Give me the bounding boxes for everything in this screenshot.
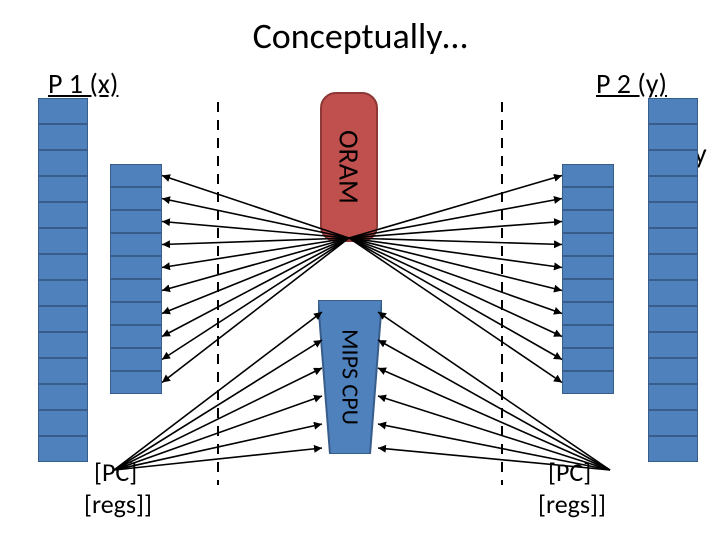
label-p2: P 2 (y) xyxy=(596,66,667,101)
memory-cell xyxy=(110,256,162,279)
memory-cell xyxy=(562,279,614,302)
memory-cell xyxy=(38,176,88,202)
memory-cell xyxy=(38,202,88,228)
label-regs-left: [regs]] xyxy=(84,488,152,520)
memory-cell xyxy=(648,124,698,150)
mips-cpu-box: MIPS CPU xyxy=(318,300,382,454)
label-pc-right: [PC] xyxy=(548,456,591,488)
memory-cell xyxy=(562,210,614,233)
memory-cell xyxy=(648,202,698,228)
memory-cell xyxy=(110,279,162,302)
memory-cell xyxy=(648,176,698,202)
memory-cell xyxy=(110,164,162,187)
memory-cell xyxy=(38,254,88,280)
memory-cell xyxy=(562,233,614,256)
memory-cell xyxy=(110,210,162,233)
memory-cell xyxy=(38,98,88,124)
memory-cell xyxy=(38,358,88,384)
memory-cell xyxy=(648,358,698,384)
memory-cell xyxy=(38,150,88,176)
memory-cell xyxy=(110,348,162,371)
oram-box: ORAM xyxy=(320,92,378,242)
memory-cell xyxy=(562,187,614,210)
memory-cell xyxy=(648,384,698,410)
memory-column-right-outer xyxy=(648,98,698,462)
memory-cell xyxy=(38,280,88,306)
memory-cell xyxy=(38,410,88,436)
memory-cell xyxy=(648,280,698,306)
memory-cell xyxy=(648,150,698,176)
memory-cell xyxy=(562,325,614,348)
memory-cell xyxy=(110,302,162,325)
label-pc-left: [PC] xyxy=(94,456,137,488)
memory-cell xyxy=(648,228,698,254)
memory-cell xyxy=(38,384,88,410)
memory-cell xyxy=(648,332,698,358)
oram-label: ORAM xyxy=(332,130,367,204)
memory-cell xyxy=(562,348,614,371)
memory-cell xyxy=(38,306,88,332)
memory-cell xyxy=(562,256,614,279)
memory-column-right-inner xyxy=(562,164,614,394)
memory-column-left-outer xyxy=(38,98,88,462)
diagram-stage: Conceptually… P 1 (x) P 2 (y) x y [PC] [… xyxy=(0,0,720,540)
memory-cell xyxy=(648,98,698,124)
memory-cell xyxy=(110,233,162,256)
memory-cell xyxy=(110,325,162,348)
memory-cell xyxy=(38,228,88,254)
memory-cell xyxy=(110,371,162,394)
mips-label: MIPS CPU xyxy=(336,329,365,425)
label-p1: P 1 (x) xyxy=(48,66,118,101)
memory-cell xyxy=(38,436,88,462)
memory-cell xyxy=(562,371,614,394)
memory-cell xyxy=(38,332,88,358)
label-regs-right: [regs]] xyxy=(538,488,606,520)
memory-cell xyxy=(110,187,162,210)
memory-cell xyxy=(648,436,698,462)
memory-cell xyxy=(648,306,698,332)
memory-column-left-inner xyxy=(110,164,162,394)
memory-cell xyxy=(562,302,614,325)
memory-cell xyxy=(648,254,698,280)
memory-cell xyxy=(648,410,698,436)
diagram-title: Conceptually… xyxy=(0,14,720,58)
memory-cell xyxy=(38,124,88,150)
memory-cell xyxy=(562,164,614,187)
